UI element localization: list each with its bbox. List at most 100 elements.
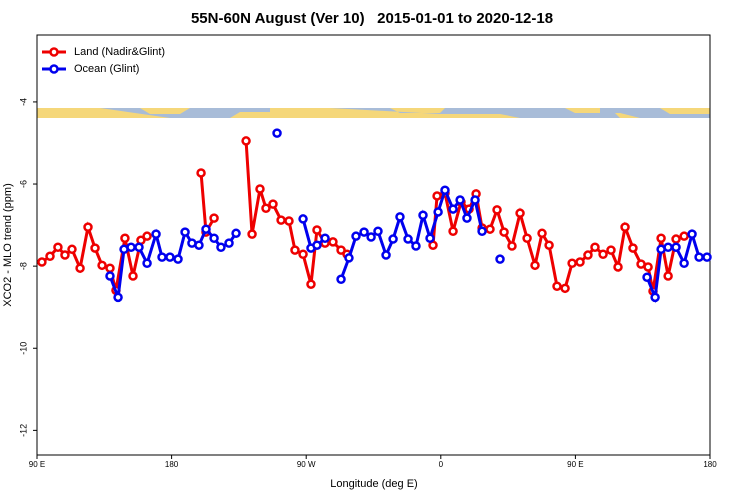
point: [606, 245, 616, 255]
point: [344, 253, 354, 263]
point: [298, 249, 308, 259]
chart-title: 55N-60N August (Ver 10) 2015-01-01 to 20…: [191, 10, 553, 27]
map-strip: [37, 108, 710, 118]
point: [495, 254, 505, 264]
point: [560, 283, 570, 294]
point: [97, 260, 107, 271]
point: [687, 229, 697, 239]
point: [702, 252, 712, 262]
x-tick-label: 90 E: [567, 460, 583, 469]
point: [552, 281, 562, 292]
point: [216, 242, 226, 253]
point: [477, 226, 487, 236]
point: [598, 249, 608, 259]
point: [663, 271, 673, 281]
point: [336, 274, 346, 285]
point: [142, 258, 152, 269]
y-tick-label: -10: [18, 342, 28, 355]
point: [45, 251, 55, 262]
point: [679, 231, 689, 241]
y-axis-label: XCO2 - MLO trend (ppm): [2, 183, 14, 306]
point: [448, 226, 458, 236]
point: [679, 258, 689, 269]
series-line: [41, 140, 685, 292]
point: [671, 242, 681, 253]
point: [403, 234, 413, 244]
point: [320, 233, 330, 243]
point: [499, 227, 509, 237]
y-tick-label: -4: [18, 98, 28, 106]
point: [590, 242, 600, 253]
y-tick-label: -6: [18, 180, 28, 188]
point: [247, 229, 257, 239]
point: [642, 272, 652, 282]
point: [201, 224, 211, 234]
point: [522, 233, 532, 243]
point: [255, 184, 265, 194]
point: [290, 245, 300, 255]
point: [105, 263, 115, 273]
point: [336, 245, 346, 255]
point: [567, 258, 577, 269]
point: [507, 241, 517, 251]
point: [492, 205, 502, 215]
point: [276, 215, 286, 225]
point: [53, 242, 63, 253]
point: [67, 244, 77, 255]
point: [83, 222, 93, 232]
y-tick-label: -12: [18, 424, 28, 437]
point: [530, 260, 540, 271]
point: [120, 233, 130, 243]
point: [298, 214, 308, 224]
point: [650, 292, 660, 303]
point: [90, 243, 100, 253]
point: [37, 257, 47, 267]
x-tick-label: 90 W: [297, 460, 316, 469]
y-tick-label: -8: [18, 262, 28, 270]
legend-marker: [49, 64, 59, 74]
point: [312, 225, 322, 235]
point: [366, 232, 376, 242]
point: [663, 242, 673, 253]
x-tick-label: 180: [165, 460, 179, 469]
x-tick-label: 180: [703, 460, 717, 469]
point: [126, 242, 136, 253]
point: [418, 210, 428, 220]
point: [284, 216, 294, 226]
map-ocean: [100, 108, 710, 118]
point: [128, 271, 138, 281]
point: [575, 257, 585, 267]
point: [643, 262, 653, 272]
point: [134, 242, 144, 253]
point: [224, 238, 234, 248]
point: [180, 227, 190, 237]
point: [113, 292, 123, 303]
point: [272, 128, 282, 138]
x-axis-label: Longitude (deg E): [330, 478, 417, 490]
point: [75, 263, 85, 273]
legend-marker: [49, 47, 59, 57]
point: [485, 224, 495, 234]
point: [306, 279, 316, 289]
x-tick-label: 0: [439, 460, 444, 469]
point: [583, 250, 593, 260]
point: [433, 207, 443, 217]
point: [60, 250, 70, 260]
point: [196, 168, 206, 178]
point: [388, 234, 398, 244]
point: [613, 262, 623, 272]
point: [656, 233, 666, 243]
point: [261, 203, 271, 214]
point: [173, 254, 183, 264]
point: [425, 233, 435, 243]
point: [455, 195, 465, 205]
point: [142, 231, 152, 241]
point: [151, 229, 161, 239]
legend-label: Ocean (Glint): [74, 63, 139, 75]
point: [209, 213, 219, 223]
point: [209, 233, 219, 243]
point: [432, 191, 442, 201]
point: [351, 231, 361, 241]
point: [628, 243, 638, 253]
